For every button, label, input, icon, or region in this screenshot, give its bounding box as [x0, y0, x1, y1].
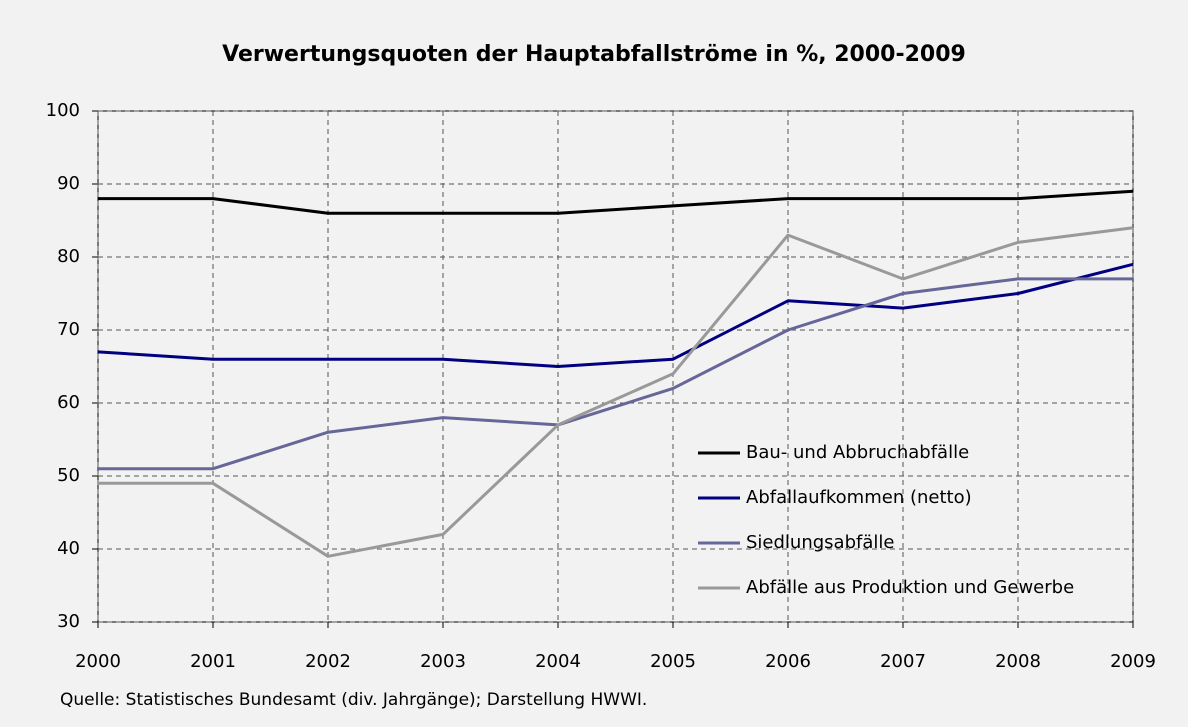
source-note: Quelle: Statistisches Bundesamt (div. Ja… — [60, 690, 647, 710]
y-tick-label: 40 — [57, 538, 80, 559]
legend-label: Abfallaufkommen (netto) — [746, 487, 972, 508]
x-tick-label: 2004 — [535, 651, 581, 672]
x-tick-label: 2007 — [880, 651, 926, 672]
x-tick-label: 2000 — [75, 651, 121, 672]
x-tick-label: 2006 — [765, 651, 811, 672]
y-tick-label: 100 — [46, 100, 80, 121]
chart-title: Verwertungsquoten der Hauptabfallströme … — [222, 42, 966, 67]
series-line — [98, 226, 1134, 558]
x-tick-label: 2003 — [420, 651, 466, 672]
series-line — [98, 189, 1134, 215]
x-tick-label: 2005 — [650, 651, 696, 672]
y-tick-label: 60 — [57, 392, 80, 413]
x-tick-label: 2002 — [305, 651, 351, 672]
series-line — [98, 277, 1133, 471]
legend-label: Bau- und Abbruchabfälle — [746, 442, 969, 463]
y-tick-label: 80 — [57, 246, 80, 267]
y-tick-label: 50 — [57, 465, 80, 486]
legend-label: Siedlungsabfälle — [746, 532, 894, 553]
series-line — [97, 262, 1134, 368]
y-tick-label: 30 — [57, 611, 80, 632]
y-tick-label: 70 — [57, 319, 80, 340]
x-tick-label: 2009 — [1110, 651, 1156, 672]
legend-label: Abfälle aus Produktion und Gewerbe — [746, 577, 1074, 598]
x-tick-label: 2001 — [190, 651, 236, 672]
y-tick-label: 90 — [57, 173, 80, 194]
x-tick-label: 2008 — [995, 651, 1041, 672]
